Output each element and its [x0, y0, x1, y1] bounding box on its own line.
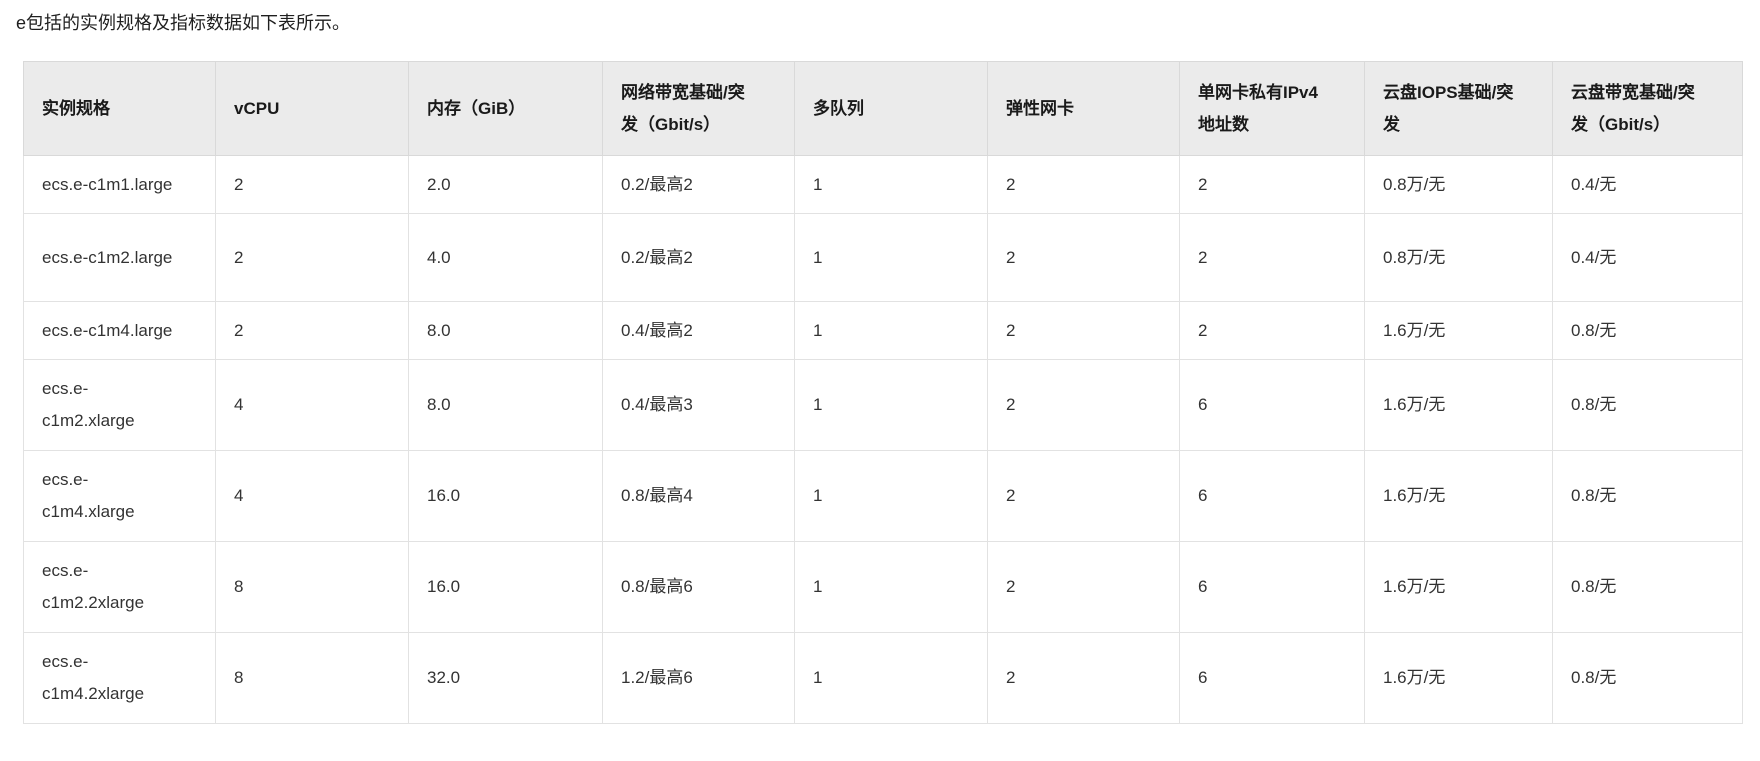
column-header-ipv4-per-eni: 单网卡私有IPv4 地址数 — [1179, 61, 1365, 156]
cell-disk-iops: 0.8万/无 — [1364, 213, 1553, 302]
cell-ipv4-per-eni: 6 — [1179, 632, 1365, 724]
cell-disk-bandwidth: 0.4/无 — [1552, 155, 1743, 214]
cell-enis: 2 — [987, 632, 1180, 724]
cell-memory: 2.0 — [408, 155, 603, 214]
cell-network-bandwidth: 0.8/最高6 — [602, 541, 795, 633]
cell-ipv4-per-eni: 6 — [1179, 359, 1365, 451]
intro-text: e包括的实例规格及指标数据如下表所示。 — [16, 13, 351, 33]
cell-disk-bandwidth: 0.8/无 — [1552, 632, 1743, 724]
cell-ipv4-per-eni: 2 — [1179, 155, 1365, 214]
cell-spec: ecs.e-c1m4.large — [23, 301, 216, 360]
cell-vcpu: 8 — [215, 632, 409, 724]
cell-spec: ecs.e-c1m1.large — [23, 155, 216, 214]
cell-ipv4-per-eni: 2 — [1179, 213, 1365, 302]
cell-enis: 2 — [987, 155, 1180, 214]
cell-disk-bandwidth: 0.4/无 — [1552, 213, 1743, 302]
cell-spec: ecs.e- c1m4.xlarge — [23, 450, 216, 542]
cell-disk-iops: 1.6万/无 — [1364, 632, 1553, 724]
cell-ipv4-per-eni: 6 — [1179, 541, 1365, 633]
cell-queues: 1 — [794, 359, 988, 451]
cell-enis: 2 — [987, 359, 1180, 451]
cell-vcpu: 2 — [215, 213, 409, 302]
cell-memory: 32.0 — [408, 632, 603, 724]
cell-disk-bandwidth: 0.8/无 — [1552, 541, 1743, 633]
cell-memory: 8.0 — [408, 359, 603, 451]
cell-queues: 1 — [794, 541, 988, 633]
cell-spec: ecs.e- c1m2.2xlarge — [23, 541, 216, 633]
cell-network-bandwidth: 0.4/最高3 — [602, 359, 795, 451]
cell-spec: ecs.e- c1m4.2xlarge — [23, 632, 216, 724]
table-body: ecs.e-c1m1.large 2 2.0 0.2/最高2 1 2 2 0.8… — [23, 155, 1743, 724]
cell-ipv4-per-eni: 2 — [1179, 301, 1365, 360]
cell-enis: 2 — [987, 213, 1180, 302]
cell-enis: 2 — [987, 450, 1180, 542]
cell-memory: 16.0 — [408, 541, 603, 633]
column-header-spec: 实例规格 — [23, 61, 216, 156]
cell-disk-bandwidth: 0.8/无 — [1552, 450, 1743, 542]
table-row: ecs.e- c1m4.xlarge 4 16.0 0.8/最高4 1 2 6 … — [23, 450, 1743, 542]
cell-network-bandwidth: 0.4/最高2 — [602, 301, 795, 360]
column-header-memory: 内存（GiB） — [408, 61, 603, 156]
cell-queues: 1 — [794, 213, 988, 302]
cell-disk-iops: 1.6万/无 — [1364, 541, 1553, 633]
cell-disk-iops: 1.6万/无 — [1364, 450, 1553, 542]
cell-memory: 8.0 — [408, 301, 603, 360]
column-header-enis: 弹性网卡 — [987, 61, 1180, 156]
cell-disk-bandwidth: 0.8/无 — [1552, 359, 1743, 451]
cell-enis: 2 — [987, 301, 1180, 360]
column-header-vcpu: vCPU — [215, 61, 409, 156]
cell-vcpu: 2 — [215, 155, 409, 214]
column-header-disk-iops: 云盘IOPS基础/突 发 — [1364, 61, 1553, 156]
cell-vcpu: 4 — [215, 450, 409, 542]
cell-ipv4-per-eni: 6 — [1179, 450, 1365, 542]
cell-vcpu: 4 — [215, 359, 409, 451]
column-header-network-bandwidth: 网络带宽基础/突 发（Gbit/s） — [602, 61, 795, 156]
cell-memory: 16.0 — [408, 450, 603, 542]
table-header-row: 实例规格 vCPU 内存（GiB） 网络带宽基础/突 发（Gbit/s） 多队列… — [23, 61, 1743, 156]
cell-queues: 1 — [794, 155, 988, 214]
cell-network-bandwidth: 0.2/最高2 — [602, 155, 795, 214]
cell-memory: 4.0 — [408, 213, 603, 302]
cell-network-bandwidth: 0.2/最高2 — [602, 213, 795, 302]
cell-spec: ecs.e-c1m2.large — [23, 213, 216, 302]
table-row: ecs.e- c1m2.xlarge 4 8.0 0.4/最高3 1 2 6 1… — [23, 359, 1743, 451]
table-row: ecs.e- c1m2.2xlarge 8 16.0 0.8/最高6 1 2 6… — [23, 541, 1743, 633]
cell-disk-iops: 1.6万/无 — [1364, 359, 1553, 451]
table-row: ecs.e- c1m4.2xlarge 8 32.0 1.2/最高6 1 2 6… — [23, 632, 1743, 724]
table-row: ecs.e-c1m4.large 2 8.0 0.4/最高2 1 2 2 1.6… — [23, 301, 1743, 360]
table-row: ecs.e-c1m2.large 2 4.0 0.2/最高2 1 2 2 0.8… — [23, 213, 1743, 302]
table-row: ecs.e-c1m1.large 2 2.0 0.2/最高2 1 2 2 0.8… — [23, 155, 1743, 214]
cell-spec: ecs.e- c1m2.xlarge — [23, 359, 216, 451]
cell-disk-bandwidth: 0.8/无 — [1552, 301, 1743, 360]
cell-enis: 2 — [987, 541, 1180, 633]
cell-vcpu: 2 — [215, 301, 409, 360]
cell-network-bandwidth: 0.8/最高4 — [602, 450, 795, 542]
cell-network-bandwidth: 1.2/最高6 — [602, 632, 795, 724]
cell-queues: 1 — [794, 301, 988, 360]
cell-queues: 1 — [794, 450, 988, 542]
cell-disk-iops: 1.6万/无 — [1364, 301, 1553, 360]
cell-vcpu: 8 — [215, 541, 409, 633]
column-header-queues: 多队列 — [794, 61, 988, 156]
column-header-disk-bandwidth: 云盘带宽基础/突 发（Gbit/s） — [1552, 61, 1743, 156]
instance-spec-table: 实例规格 vCPU 内存（GiB） 网络带宽基础/突 发（Gbit/s） 多队列… — [23, 61, 1743, 724]
cell-disk-iops: 0.8万/无 — [1364, 155, 1553, 214]
cell-queues: 1 — [794, 632, 988, 724]
